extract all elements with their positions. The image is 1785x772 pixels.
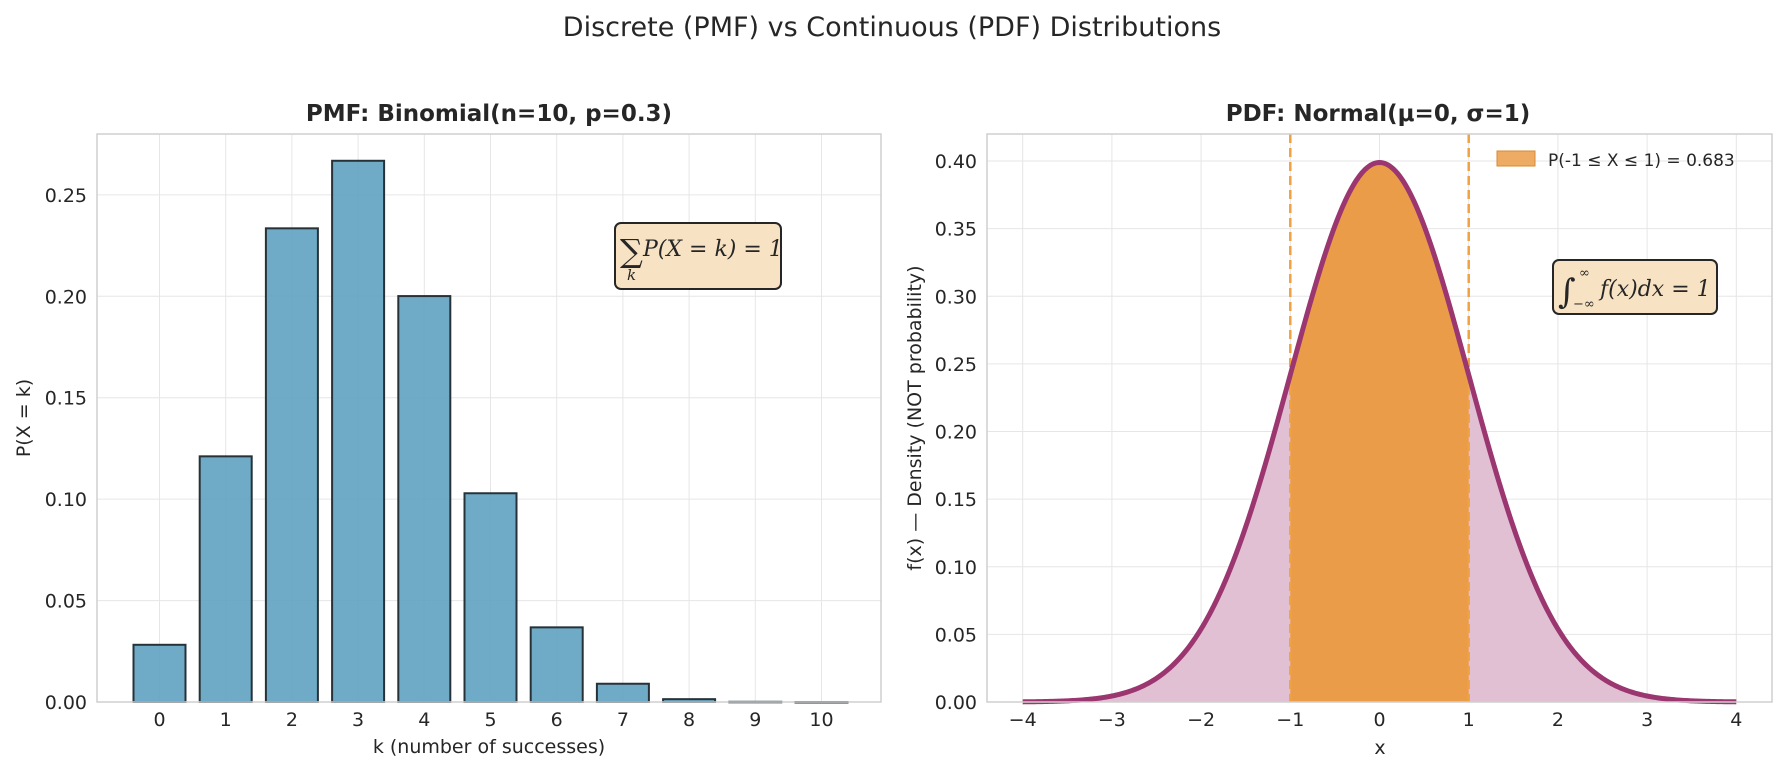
pdf-x-tick-label: −2: [1187, 709, 1215, 731]
pmf-x-tick-label: 10: [809, 709, 833, 731]
pdf-curve: [1022, 159, 1737, 705]
pmf-x-tick-label: 5: [484, 709, 496, 731]
pdf-y-tick-label: 0.30: [935, 286, 977, 308]
legend-swatch: [1496, 150, 1536, 167]
pmf-bar-k0: [132, 643, 187, 704]
pdf-panel: PDF: Normal(μ=0, σ=1) −4 −3 −2 −1 0 1 2 3 4 0.00…: [904, 101, 1773, 759]
pdf-x-tick-label: −3: [1098, 709, 1126, 731]
pmf-plot-frame: [96, 133, 882, 703]
pmf-x-axis-label: k (number of successes): [373, 736, 605, 758]
integral-upper-limit: ∞: [1579, 266, 1590, 281]
pmf-x-tick-label: 9: [749, 709, 761, 731]
pdf-x-ticks: −4 −3 −2 −1 0 1 2 3 4: [1009, 709, 1743, 731]
integral-expression: f(x)dx = 1: [1598, 277, 1711, 302]
pmf-y-tick-label: 0.10: [45, 489, 87, 511]
pmf-x-tick-label: 2: [286, 709, 298, 731]
pdf-annotation-box: [1552, 259, 1718, 315]
pmf-x-tick-label: 3: [352, 709, 364, 731]
pdf-x-tick-label: 2: [1552, 709, 1564, 731]
pdf-x-tick-label: 3: [1641, 709, 1653, 731]
pdf-x-tick-label: 1: [1463, 709, 1475, 731]
pmf-x-tick-label: 8: [683, 709, 695, 731]
pmf-x-tick-label: 1: [220, 709, 232, 731]
pdf-y-tick-label: 0.25: [935, 354, 977, 376]
integral-lower-limit: −∞: [1573, 297, 1595, 312]
pdf-y-tick-label: 0.10: [935, 557, 977, 579]
pmf-y-ticks: 0.00 0.05 0.10 0.15 0.20 0.25: [45, 185, 87, 714]
pdf-x-tick-label: 0: [1373, 709, 1385, 731]
pdf-highlight-area: [1290, 162, 1469, 703]
pmf-x-tick-label: 0: [153, 709, 165, 731]
pmf-y-axis-label: P(X = k): [13, 379, 35, 457]
pmf-y-tick-label: 0.25: [45, 185, 87, 207]
pmf-bar-k3: [331, 159, 386, 703]
pmf-bar-k1: [198, 455, 253, 703]
pmf-gridlines: [97, 134, 881, 703]
pmf-panel: PMF: Binomial(n=10, p=0.3) 0 1 2 3 4 5 6 7 8 9 10 …: [13, 101, 882, 758]
pdf-x-tick-label: −4: [1009, 709, 1037, 731]
pmf-x-tick-label: 6: [551, 709, 563, 731]
pdf-x-tick-label: −1: [1276, 709, 1304, 731]
sum-symbol: ∑: [620, 232, 643, 270]
pmf-y-tick-label: 0.00: [45, 692, 87, 714]
pmf-x-tick-label: 7: [617, 709, 629, 731]
pdf-y-tick-label: 0.35: [935, 219, 977, 241]
pmf-annotation-box: [614, 222, 782, 290]
pdf-x-tick-label: 4: [1730, 709, 1742, 731]
pmf-y-tick-label: 0.15: [45, 388, 87, 410]
pdf-integral-annotation: ∫ ∞ −∞ f(x)dx = 1: [1552, 259, 1718, 315]
pmf-y-tick-label: 0.05: [45, 591, 87, 613]
integral-symbol: ∫: [1558, 272, 1576, 312]
legend-label: P(-1 ≤ X ≤ 1) = 0.683: [1548, 151, 1735, 171]
pdf-plot-frame: [986, 133, 1773, 703]
pmf-y-tick-label: 0.20: [45, 286, 87, 308]
pdf-title: PDF: Normal(μ=0, σ=1): [1226, 101, 1531, 127]
sum-subscript: k: [627, 266, 636, 284]
pmf-bars: [132, 159, 849, 704]
pdf-y-tick-label: 0.00: [935, 692, 977, 714]
pdf-y-tick-label: 0.20: [935, 422, 977, 444]
pmf-bar-k6: [529, 626, 584, 703]
pmf-bar-k7: [595, 682, 650, 704]
sum-expression: P(X = k) = 1: [642, 237, 783, 262]
pmf-bar-k2: [264, 227, 319, 703]
pdf-y-axis-label: f(x) — Density (NOT probability): [904, 265, 926, 570]
pdf-y-ticks: 0.00 0.05 0.10 0.15 0.20 0.25 0.30 0.35 0.40: [935, 151, 977, 714]
pmf-x-ticks: 0 1 2 3 4 5 6 7 8 9 10: [153, 709, 833, 731]
pdf-y-tick-label: 0.15: [935, 489, 977, 511]
pdf-x-axis-label: x: [1374, 737, 1385, 759]
pmf-sum-annotation: ∑ k P(X = k) = 1: [614, 222, 783, 290]
pdf-y-tick-label: 0.05: [935, 624, 977, 646]
pdf-legend: P(-1 ≤ X ≤ 1) = 0.683: [1496, 150, 1735, 171]
pmf-title: PMF: Binomial(n=10, p=0.3): [306, 101, 672, 127]
pmf-bar-k4: [397, 295, 452, 703]
pmf-bar-k5: [463, 492, 518, 704]
figure-title: Discrete (PMF) vs Continuous (PDF) Distr…: [563, 12, 1221, 43]
pdf-y-tick-label: 0.40: [935, 151, 977, 173]
pmf-x-tick-label: 4: [418, 709, 430, 731]
